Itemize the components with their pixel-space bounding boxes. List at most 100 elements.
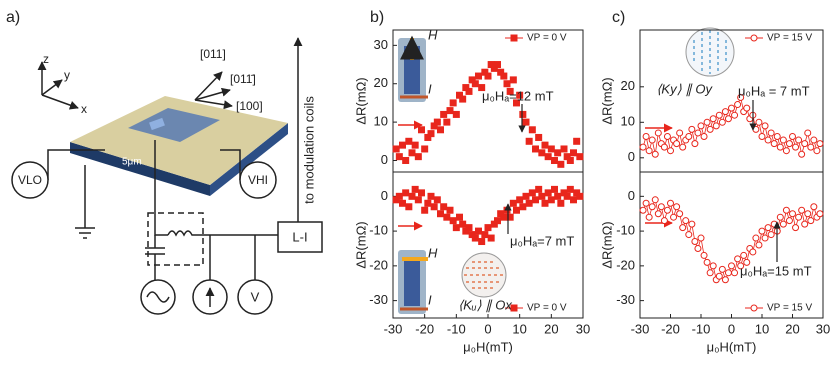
point bbox=[551, 185, 558, 193]
point bbox=[645, 213, 653, 221]
substrate-label: PMN-PT bbox=[98, 172, 142, 196]
point bbox=[798, 150, 806, 158]
point bbox=[785, 217, 793, 225]
point bbox=[446, 107, 454, 115]
point bbox=[755, 241, 763, 249]
y-axis-label: ΔR(mΩ) bbox=[599, 77, 614, 124]
point bbox=[475, 72, 482, 80]
legend-label: VP = 0 V bbox=[527, 303, 567, 314]
point bbox=[721, 276, 729, 284]
y-tick-label: 10 bbox=[621, 114, 635, 129]
point bbox=[408, 192, 416, 200]
point bbox=[752, 125, 760, 133]
point bbox=[767, 231, 775, 239]
y-tick-label: -30 bbox=[616, 292, 635, 307]
point bbox=[798, 206, 806, 214]
point bbox=[676, 129, 684, 137]
point bbox=[770, 140, 778, 148]
point bbox=[749, 248, 757, 256]
legend-marker bbox=[750, 34, 758, 42]
point bbox=[427, 192, 435, 200]
point bbox=[770, 220, 778, 228]
x-tick-label: 30 bbox=[816, 321, 830, 336]
legend-label: VP = 15 V bbox=[767, 303, 812, 314]
point bbox=[395, 192, 403, 200]
point bbox=[703, 258, 711, 266]
voltmeter: V bbox=[251, 289, 260, 304]
point bbox=[670, 213, 678, 221]
point bbox=[761, 234, 769, 242]
point bbox=[694, 129, 702, 137]
point bbox=[399, 141, 406, 149]
point bbox=[399, 199, 406, 207]
point bbox=[639, 206, 647, 214]
point bbox=[712, 122, 720, 130]
point bbox=[792, 224, 800, 232]
point bbox=[554, 192, 562, 200]
point bbox=[810, 136, 818, 144]
point bbox=[414, 153, 422, 161]
point bbox=[709, 115, 717, 123]
point bbox=[557, 160, 565, 168]
direction: [011] bbox=[200, 47, 226, 61]
point bbox=[782, 206, 790, 214]
schematic: z y x [011] [011̄] [100] 5μm PMN-PT VLO … bbox=[11, 37, 323, 315]
point bbox=[801, 220, 809, 228]
probe: VHI bbox=[248, 173, 268, 187]
y-tick-label: 20 bbox=[374, 75, 388, 90]
point bbox=[519, 203, 527, 211]
point bbox=[697, 234, 705, 242]
point bbox=[795, 213, 803, 221]
direction: [011̄] bbox=[230, 72, 256, 86]
point bbox=[433, 196, 441, 204]
point bbox=[487, 234, 495, 242]
point bbox=[709, 262, 717, 270]
point bbox=[513, 206, 520, 214]
point bbox=[810, 203, 818, 211]
point bbox=[541, 199, 549, 207]
point bbox=[452, 110, 460, 118]
x-tick-label: -10 bbox=[447, 321, 466, 336]
point bbox=[789, 133, 796, 140]
point bbox=[660, 143, 668, 151]
point bbox=[402, 156, 410, 164]
x-axis-label: μ₀H(mT) bbox=[463, 339, 513, 354]
point bbox=[459, 95, 467, 103]
point bbox=[547, 145, 555, 153]
point bbox=[424, 199, 432, 207]
y-tick-label: -20 bbox=[616, 257, 635, 272]
point bbox=[535, 185, 543, 193]
point bbox=[427, 130, 435, 138]
annotation: μ₀Hₐ = 7 mT bbox=[738, 83, 810, 98]
point bbox=[691, 238, 699, 246]
point bbox=[737, 93, 745, 101]
legend-marker bbox=[510, 34, 518, 42]
point bbox=[538, 149, 546, 157]
x-tick-label: -30 bbox=[384, 321, 403, 336]
point bbox=[449, 217, 457, 225]
point bbox=[673, 140, 681, 148]
legend-marker bbox=[510, 304, 518, 312]
point bbox=[764, 136, 772, 144]
point bbox=[475, 227, 482, 235]
x-axis-label: μ₀H(mT) bbox=[707, 339, 757, 354]
y-tick-label: 0 bbox=[381, 188, 388, 203]
point bbox=[685, 231, 693, 239]
point bbox=[566, 185, 574, 193]
point bbox=[500, 213, 508, 221]
point bbox=[459, 220, 467, 228]
plot-frame bbox=[639, 171, 824, 319]
point bbox=[421, 145, 429, 153]
x-tick-label: 20 bbox=[544, 321, 558, 336]
inset bbox=[398, 27, 735, 314]
x-tick-label: 20 bbox=[785, 321, 799, 336]
point bbox=[544, 189, 552, 197]
point bbox=[715, 111, 723, 119]
point bbox=[576, 192, 584, 200]
legend-label: VP = 15 V bbox=[767, 33, 812, 44]
point bbox=[418, 126, 425, 134]
point bbox=[570, 196, 577, 204]
point bbox=[654, 129, 662, 137]
point bbox=[700, 251, 708, 259]
point bbox=[478, 84, 486, 92]
